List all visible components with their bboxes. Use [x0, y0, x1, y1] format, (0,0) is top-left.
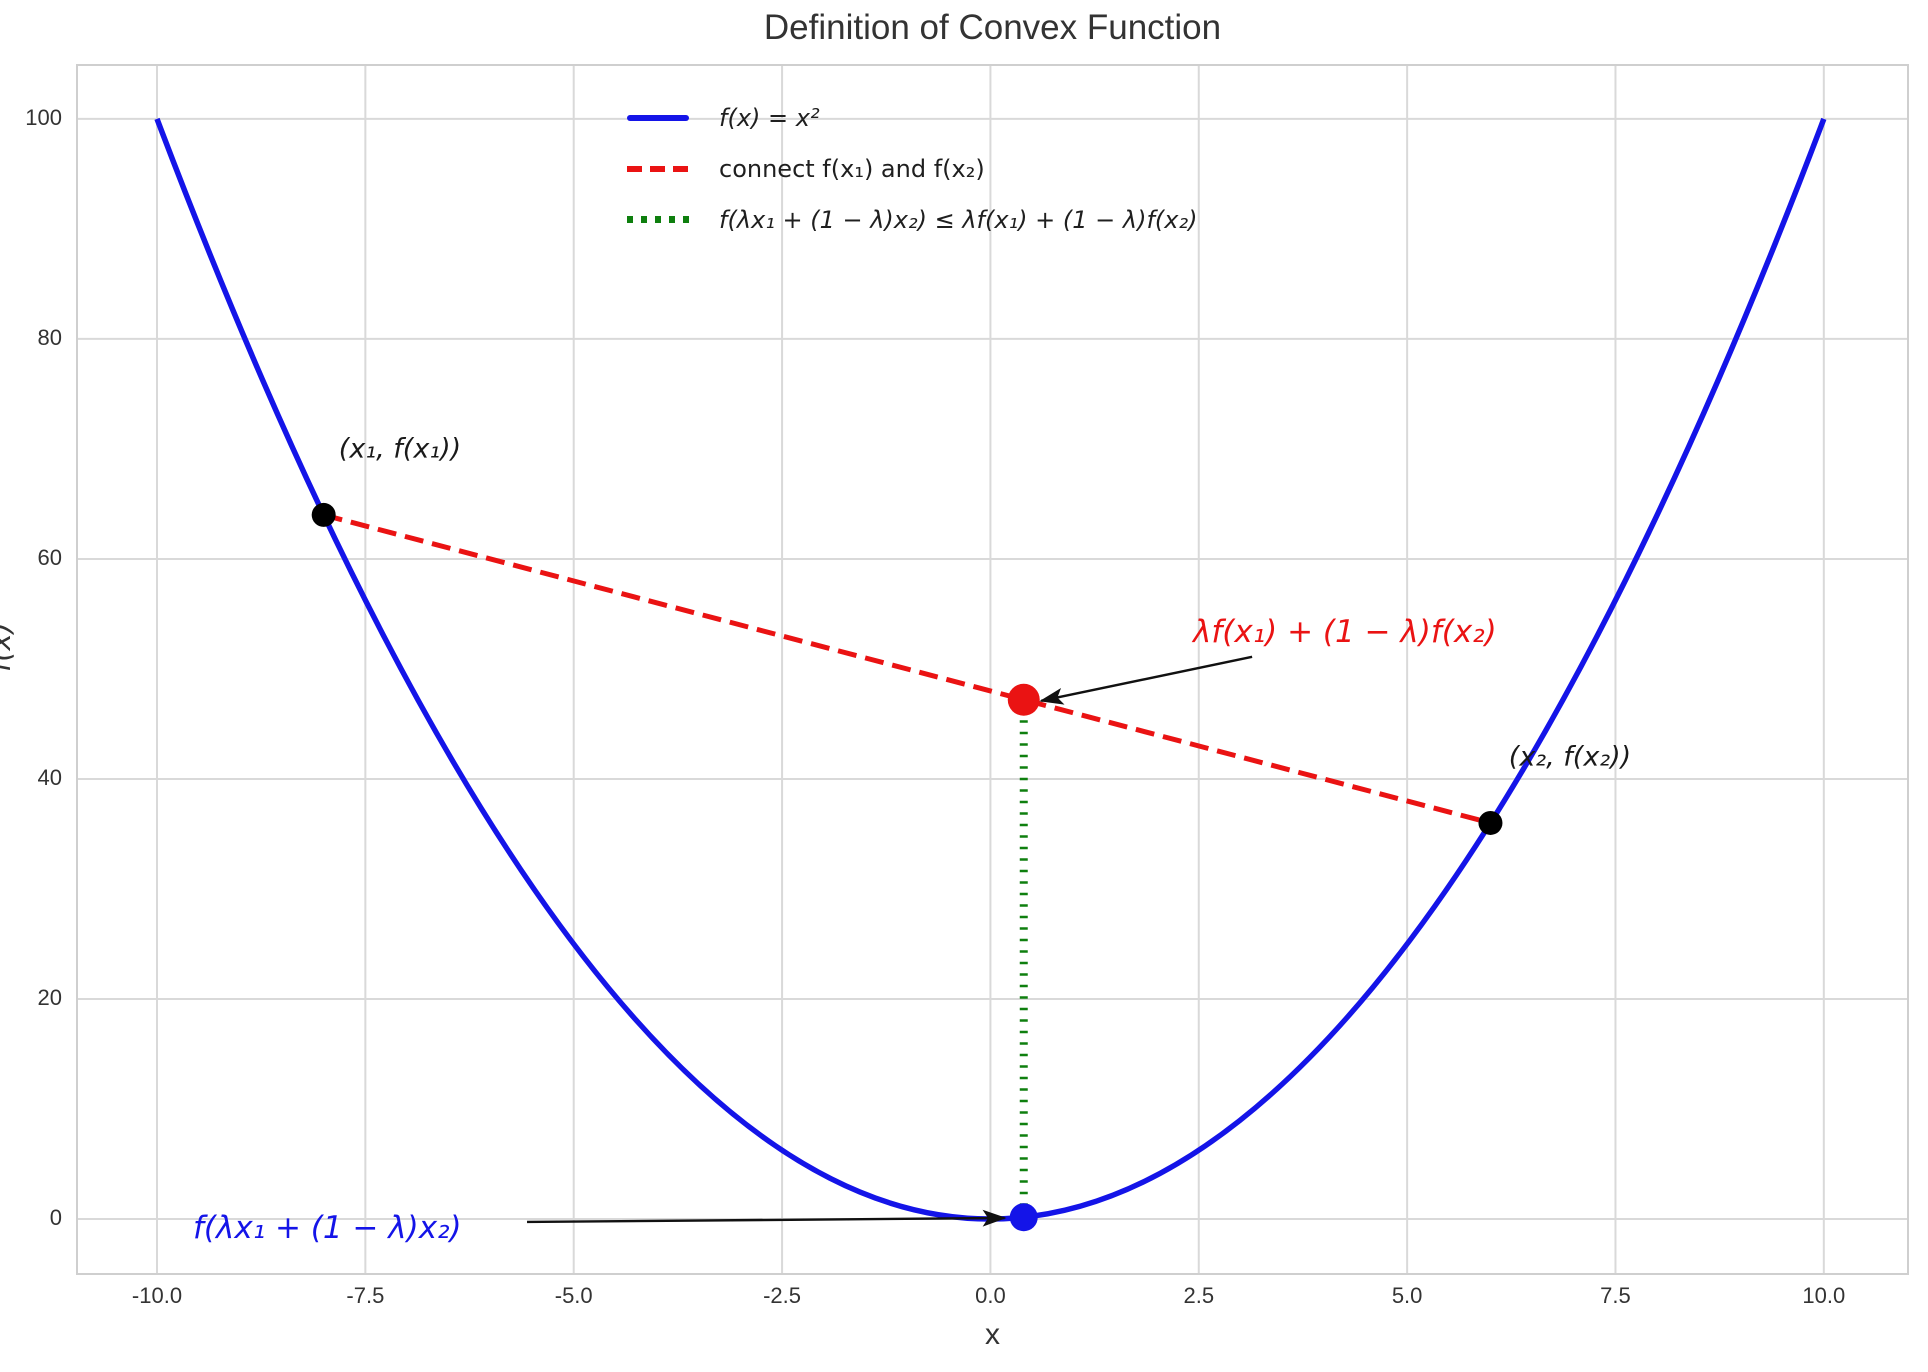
- y-tick-label: 20: [37, 984, 62, 1010]
- y-tick-label: 80: [37, 324, 62, 350]
- x-tick-label: -10.0: [131, 1283, 183, 1308]
- chord-line: [323, 512, 1492, 826]
- legend-label-chord: connect f(x₁) and f(x₂): [719, 154, 985, 183]
- legend: f(x) = x² connect f(x₁) and f(x₂) f(λx₁ …: [627, 92, 1197, 245]
- legend-label-inequality: f(λx₁ + (1 − λ)x₂) ≤ λf(x₁) + (1 − λ)f(x…: [719, 205, 1198, 234]
- x-tick-label: 2.5: [1183, 1283, 1215, 1308]
- x-tick-label: 5.0: [1391, 1283, 1423, 1308]
- point-curve-combination: [1009, 1203, 1038, 1232]
- y-axis-label: f(x): [0, 622, 17, 672]
- x-tick-label: -5.0: [554, 1283, 593, 1308]
- chart-title: Definition of Convex Function: [763, 8, 1222, 47]
- annotation-curve-value: f(λx₁ + (1 − λ)x₂): [193, 1210, 462, 1246]
- y-tick-label: 60: [37, 544, 62, 570]
- x-tick-label: -2.5: [763, 1283, 802, 1308]
- annotation-chord-combination: λf(x₁) + (1 − λ)f(x₂): [1193, 614, 1497, 650]
- x-tick-label: 10.0: [1802, 1283, 1846, 1308]
- legend-label-curve: f(x) = x²: [719, 103, 820, 132]
- annotation-arrow: [1039, 655, 1253, 705]
- annotation-arrow: [527, 1209, 1007, 1227]
- legend-item-chord: connect f(x₁) and f(x₂): [627, 143, 1197, 194]
- legend-dashed-line-swatch: [627, 165, 689, 172]
- x-tick-label: 0.0: [975, 1283, 1006, 1308]
- point-chord-combination: [1007, 683, 1040, 716]
- legend-item-curve: f(x) = x²: [627, 92, 1197, 143]
- legend-solid-line-swatch: [627, 114, 689, 121]
- y-tick-label: 100: [25, 104, 62, 130]
- y-tick-label: 40: [37, 764, 62, 790]
- legend-item-inequality: f(λx₁ + (1 − λ)x₂) ≤ λf(x₁) + (1 − λ)f(x…: [627, 194, 1197, 245]
- plot-border: [76, 64, 1909, 1275]
- x-tick-label: -7.5: [346, 1283, 385, 1308]
- x-tick-label: 7.5: [1600, 1283, 1631, 1308]
- point-x1: [311, 502, 336, 527]
- point-label-x1: (x₁, f(x₁)): [338, 433, 462, 465]
- legend-dotted-line-swatch: [627, 216, 689, 223]
- point-x2: [1478, 810, 1503, 835]
- point-label-x2: (x₂, f(x₂)): [1508, 741, 1632, 773]
- x-axis-label: x: [985, 1318, 1000, 1351]
- y-tick-label: 0: [49, 1204, 62, 1230]
